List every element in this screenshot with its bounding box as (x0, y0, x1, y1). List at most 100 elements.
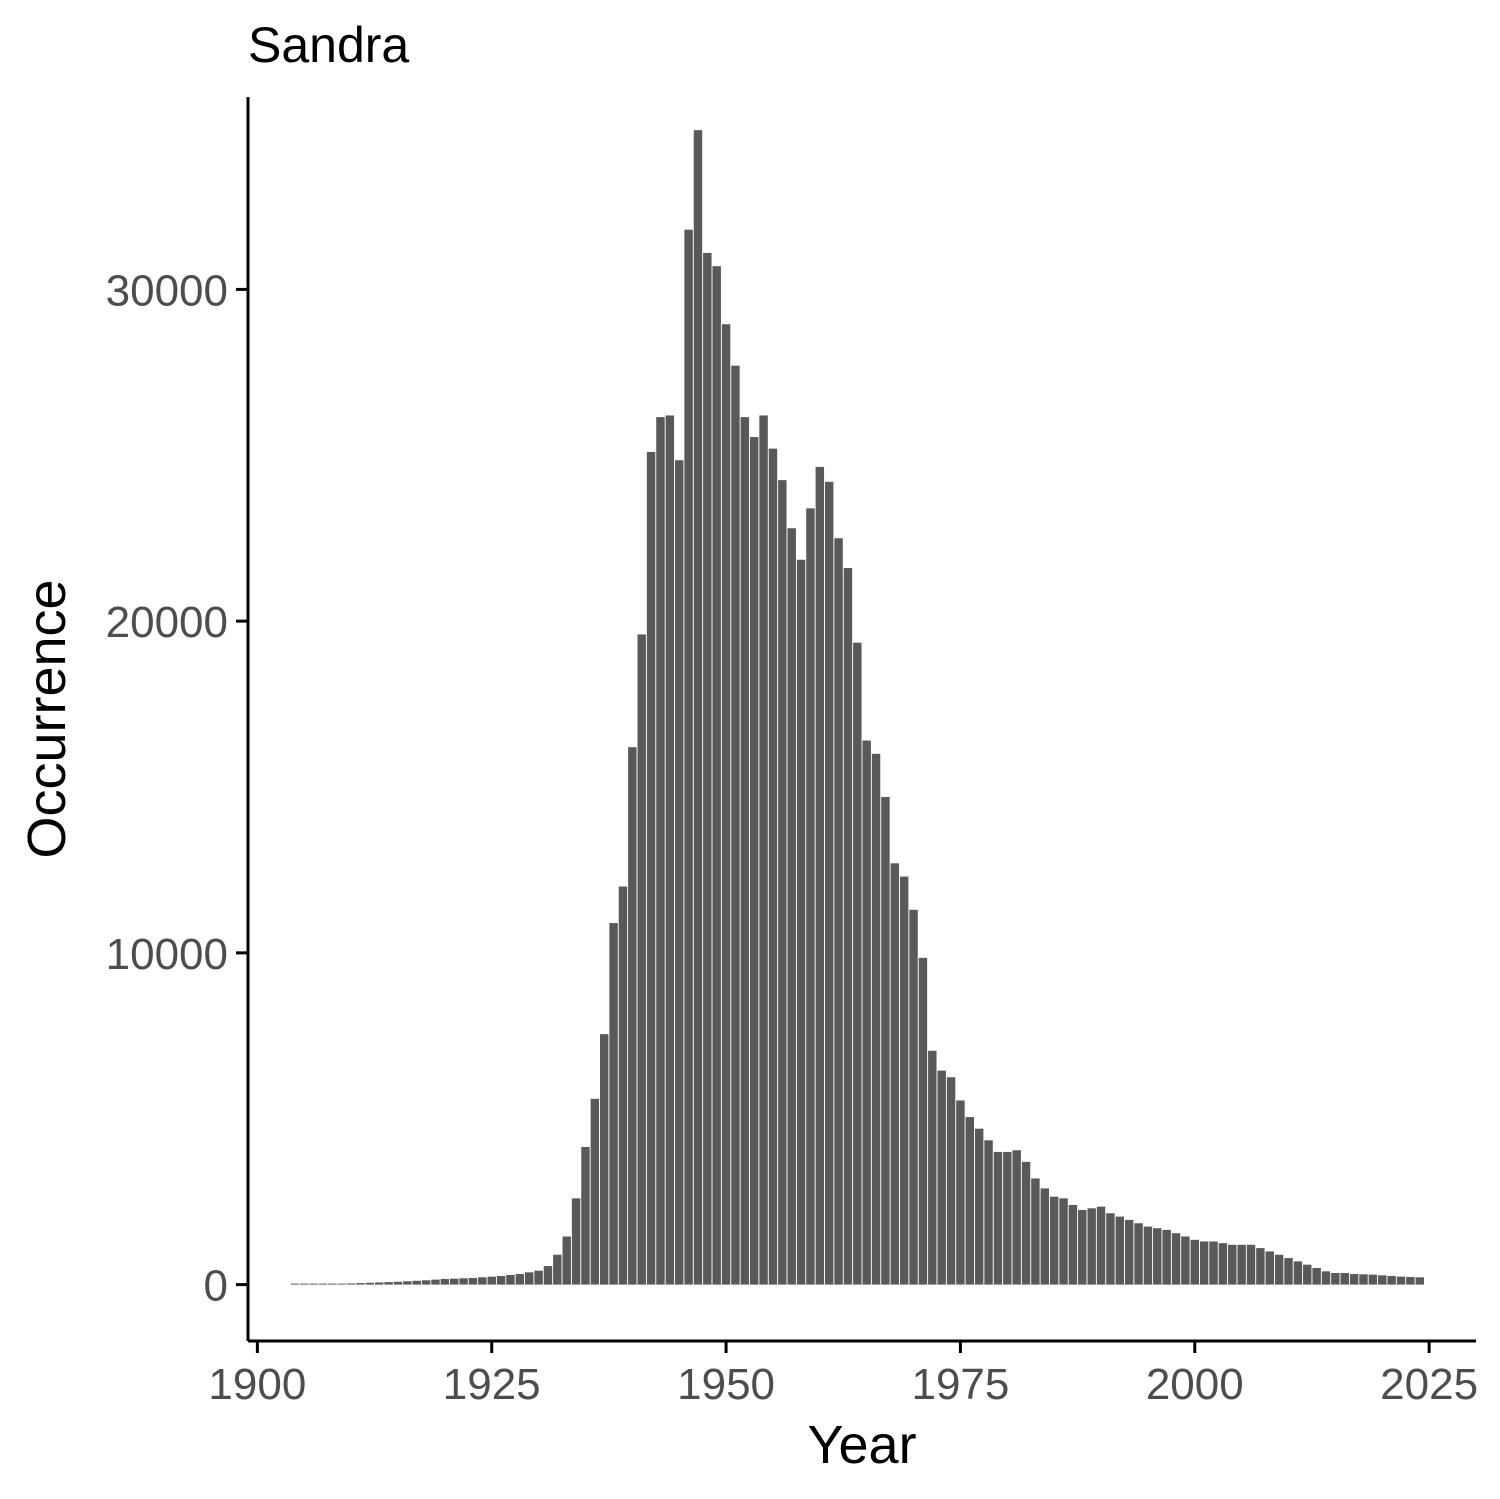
bar-1961 (824, 481, 834, 1285)
bar-1937 (600, 1034, 609, 1285)
bar-1945 (674, 460, 684, 1285)
bar-2015 (1331, 1272, 1340, 1285)
bar-1905 (300, 1283, 309, 1285)
y-tick-label-30000: 30000 (106, 266, 228, 315)
bar-1977 (974, 1128, 984, 1285)
bar-1990 (1096, 1206, 1106, 1285)
bar-2014 (1321, 1271, 1331, 1285)
bar-2017 (1349, 1273, 1359, 1285)
bar-1973 (937, 1070, 946, 1285)
bar-1904 (290, 1283, 300, 1285)
bar-1938 (609, 923, 618, 1285)
bar-1984 (1040, 1188, 1050, 1285)
bar-1931 (543, 1266, 553, 1285)
bar-1992 (1115, 1216, 1125, 1285)
bar-1976 (965, 1117, 975, 1285)
bar-1978 (984, 1140, 993, 1285)
bar-2002 (1209, 1241, 1218, 1285)
bar-1969 (899, 876, 909, 1285)
bar-1939 (618, 886, 628, 1285)
bar-1924 (478, 1277, 487, 1285)
bar-1907 (318, 1283, 328, 1285)
bar-2019 (1368, 1274, 1378, 1285)
bar-1950 (721, 324, 731, 1285)
x-axis-title: Year (807, 1415, 916, 1475)
bar-1989 (1087, 1208, 1096, 1285)
bar-1952 (740, 417, 750, 1285)
bar-1915 (393, 1281, 403, 1285)
bar-1906 (309, 1283, 318, 1285)
x-tick-label-2025: 2025 (1380, 1360, 1478, 1409)
bar-1930 (534, 1270, 543, 1285)
bar-1998 (1171, 1233, 1181, 1285)
bar-1944 (665, 415, 675, 1285)
bar-1988 (1078, 1209, 1087, 1285)
bar-1922 (459, 1278, 468, 1285)
bar-1941 (637, 634, 646, 1285)
bar-1955 (768, 448, 778, 1285)
bar-2020 (1378, 1275, 1387, 1285)
bar-1972 (928, 1050, 937, 1285)
bar-2004 (1228, 1244, 1237, 1285)
bar-1966 (871, 753, 881, 1285)
bar-2005 (1237, 1244, 1246, 1285)
bar-1914 (384, 1282, 393, 1285)
bar-1935 (581, 1146, 590, 1285)
bar-1962 (834, 538, 843, 1285)
bar-2011 (1293, 1261, 1303, 1285)
bar-1993 (1124, 1219, 1134, 1285)
x-ticks-group: 1900 1925 1950 1975 2000 2025 (208, 1341, 1478, 1409)
bar-1949 (712, 266, 721, 1285)
bar-2018 (1359, 1274, 1368, 1285)
bar-1932 (553, 1254, 562, 1285)
bar-2016 (1340, 1272, 1349, 1285)
bar-1982 (1021, 1161, 1031, 1285)
bar-1979 (993, 1151, 1003, 1285)
bar-1965 (862, 740, 871, 1285)
bar-2022 (1396, 1276, 1406, 1285)
bar-1934 (571, 1198, 581, 1285)
bar-1958 (796, 559, 806, 1285)
x-tick-label-1925: 1925 (443, 1360, 541, 1409)
bar-2009 (1274, 1254, 1284, 1285)
bar-1918 (421, 1280, 431, 1285)
bar-1968 (890, 863, 900, 1285)
bar-1996 (1153, 1228, 1162, 1285)
bar-1916 (403, 1281, 412, 1285)
bar-1997 (1162, 1229, 1171, 1285)
bar-2024 (1415, 1277, 1424, 1285)
bar-1999 (1181, 1236, 1190, 1285)
x-tick-label-1900: 1900 (208, 1360, 306, 1409)
x-tick-label-1950: 1950 (677, 1360, 775, 1409)
bar-1936 (590, 1098, 600, 1285)
bar-1981 (1012, 1150, 1021, 1285)
bar-2007 (1256, 1248, 1265, 1285)
bar-1933 (562, 1236, 571, 1285)
bar-1917 (412, 1280, 421, 1285)
bar-2003 (1218, 1243, 1228, 1285)
x-tick-label-2000: 2000 (1146, 1360, 1244, 1409)
x-tick-label-1975: 1975 (911, 1360, 1009, 1409)
bar-1921 (450, 1278, 459, 1285)
bar-1971 (918, 957, 928, 1285)
bar-2021 (1387, 1275, 1396, 1285)
y-tick-label-10000: 10000 (106, 930, 228, 979)
bar-1956 (778, 480, 787, 1285)
bar-1991 (1106, 1213, 1115, 1285)
y-tick-label-0: 0 (204, 1262, 228, 1311)
bar-2000 (1190, 1239, 1199, 1285)
bar-1909 (337, 1283, 346, 1285)
bar-1994 (1134, 1223, 1143, 1285)
bar-1959 (806, 508, 815, 1285)
bar-1980 (1003, 1151, 1012, 1285)
bar-1929 (525, 1272, 534, 1285)
bar-2023 (1406, 1276, 1415, 1285)
bar-2012 (1303, 1264, 1312, 1285)
chart-title: Sandra (248, 17, 409, 73)
bar-1925 (487, 1276, 496, 1285)
bar-1927 (506, 1274, 515, 1285)
bar-1960 (815, 466, 825, 1285)
bar-1923 (468, 1277, 478, 1285)
bar-1910 (346, 1283, 356, 1285)
